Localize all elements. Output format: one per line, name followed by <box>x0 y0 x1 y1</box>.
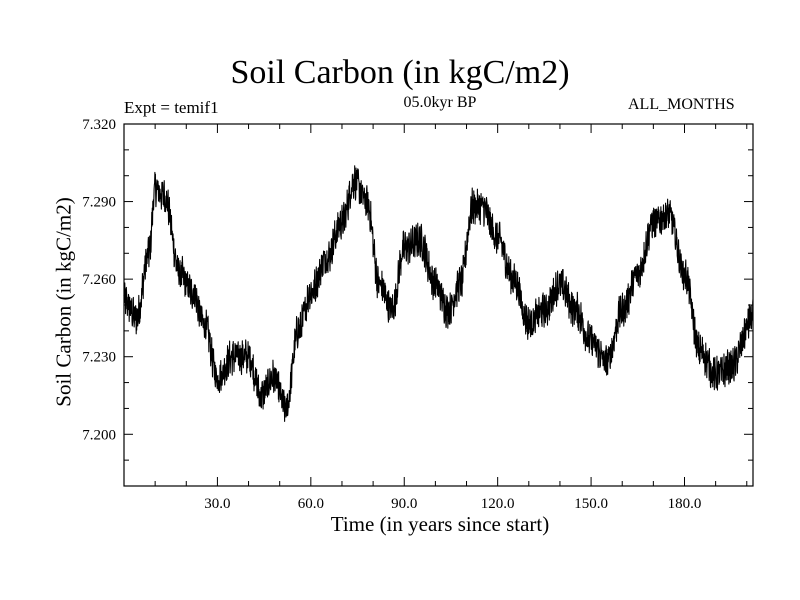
x-tick-label: 30.0 <box>204 496 230 512</box>
series-group <box>123 165 754 422</box>
axis-ticks <box>124 123 753 487</box>
months-label: ALL_MONTHS <box>628 96 735 113</box>
plot-frame <box>123 123 754 487</box>
x-tick-label: 60.0 <box>298 496 324 512</box>
period-label: 05.0kyr BP <box>403 94 477 111</box>
x-tick-label: 180.0 <box>668 496 702 512</box>
x-tick-label: 90.0 <box>391 496 417 512</box>
x-tick-label: 120.0 <box>481 496 515 512</box>
y-axis-label: Soil Carbon (in kgC/m2) <box>51 197 76 407</box>
y-tick-label: 7.200 <box>82 427 116 443</box>
x-tick-label: 150.0 <box>574 496 608 512</box>
plot-frame <box>123 123 754 487</box>
y-tick-label: 7.230 <box>82 350 116 366</box>
x-axis-label: Time (in years since start) <box>330 512 550 536</box>
y-tick-label: 7.260 <box>82 272 116 288</box>
tick-labels: 30.0 60.0 90.0 120.0 150.0 180.0 7.200 7.230 7.2… <box>82 117 701 512</box>
chart-title: Soil Carbon (in kgC/m2) <box>230 54 570 91</box>
experiment-label: Expt = temif1 <box>124 98 219 117</box>
series-line <box>123 165 754 422</box>
y-tick-label: 7.320 <box>82 117 116 133</box>
y-tick-label: 7.290 <box>82 195 116 211</box>
